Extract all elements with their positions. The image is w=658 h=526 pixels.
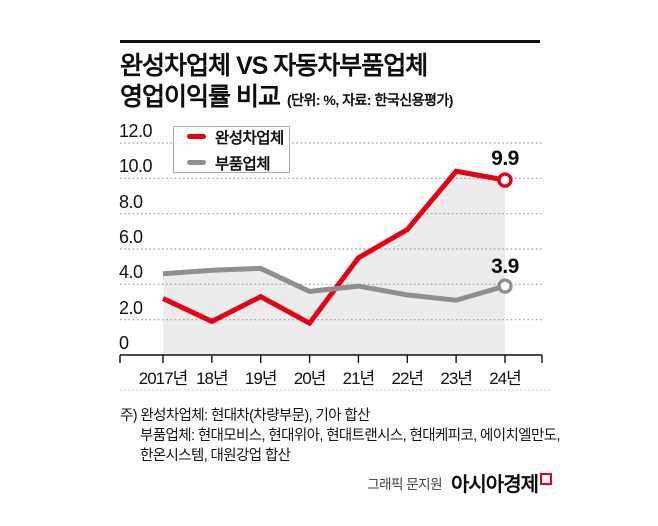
title-top-rule bbox=[120, 40, 540, 43]
y-axis-label-0: 0 bbox=[119, 333, 129, 353]
footnote-line3: 한온시스템, 대원강업 합산 bbox=[140, 448, 291, 464]
y-axis-label-10.0: 10.0 bbox=[119, 156, 153, 177]
footnote-line2: 부품업체: 현대모비스, 현대위아, 현대트랜시스, 현대케피코, 에이치엘만도… bbox=[140, 428, 561, 444]
legend-label-carmakers: 완성차업체 bbox=[215, 129, 284, 147]
legend-row-carmakers: 완성차업체 bbox=[187, 126, 289, 148]
y-axis-label-4.0: 4.0 bbox=[119, 262, 143, 283]
title-unit-source: (단위: %, 자료: 한국신용평가) bbox=[286, 92, 453, 108]
legend-dash-gray-icon bbox=[187, 160, 206, 165]
page-title-line2: 영업이익률 비교 bbox=[120, 83, 281, 111]
x-axis-label-21년: 21년 bbox=[342, 369, 376, 388]
footnote-line1: 주) 완성차업체: 현대차(차량부문), 기아 합산 bbox=[120, 408, 370, 424]
series-line-parts bbox=[162, 265, 506, 303]
y-axis-label-8.0: 8.0 bbox=[119, 191, 143, 212]
footnote-block: 주) 완성차업체: 현대차(차량부문), 기아 합산 부품업체: 현대모비스, … bbox=[120, 406, 570, 466]
page-title-line2-wrap: 영업이익률 비교 (단위: %, 자료: 한국신용평가) bbox=[120, 82, 453, 113]
title-block: 완성차업체 VS 자동차부품업체 영업이익률 비교 (단위: %, 자료: 한국… bbox=[120, 51, 453, 113]
end-marker-carmakers bbox=[497, 172, 513, 188]
credit-row: 그래픽 문지원 아시아경제 bbox=[0, 473, 552, 496]
chart-legend: 완성차업체 부품업체 bbox=[173, 126, 290, 173]
legend-dash-red-icon bbox=[187, 134, 206, 139]
page-title-line1: 완성차업체 VS 자동차부품업체 bbox=[120, 52, 428, 80]
y-axis-label-2.0: 2.0 bbox=[119, 297, 143, 318]
y-axis-label-12.0: 12.0 bbox=[119, 120, 153, 141]
value-label-parts-end: 3.9 bbox=[491, 255, 519, 278]
asia-economy-logo-icon bbox=[540, 473, 552, 485]
value-label-carmakers-end: 9.9 bbox=[491, 147, 519, 170]
x-axis-label-22년: 22년 bbox=[391, 369, 425, 388]
x-axis-label-18년: 18년 bbox=[196, 369, 229, 388]
x-axis-label-2017년: 2017년 bbox=[138, 369, 188, 388]
x-axis-label-24년: 24년 bbox=[489, 369, 522, 388]
x-axis-label-23년: 23년 bbox=[440, 369, 473, 388]
x-axis-label-20년: 20년 bbox=[293, 369, 327, 388]
legend-row-parts: 부품업체 bbox=[187, 152, 289, 174]
end-marker-parts bbox=[497, 278, 513, 294]
legend-label-parts: 부품업체 bbox=[215, 155, 271, 173]
x-axis-label-19년: 19년 bbox=[244, 369, 278, 388]
credit-brand: 아시아경제 bbox=[451, 474, 539, 496]
area-under-gray-line bbox=[163, 268, 505, 355]
y-axis-label-6.0: 6.0 bbox=[119, 226, 143, 247]
credit-byline: 그래픽 문지원 bbox=[367, 477, 442, 492]
